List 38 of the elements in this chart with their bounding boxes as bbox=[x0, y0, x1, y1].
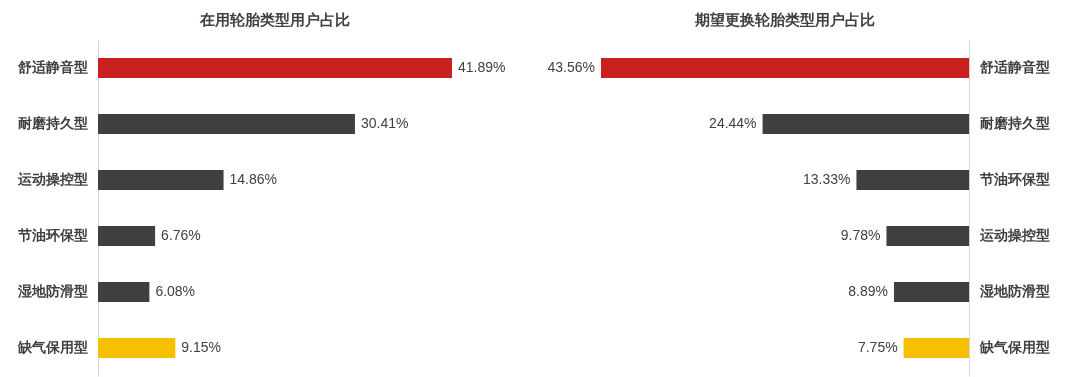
data-label: 6.08% bbox=[155, 283, 196, 299]
data-label: 6.76% bbox=[161, 227, 201, 243]
bar bbox=[98, 169, 224, 191]
bar bbox=[856, 169, 970, 191]
bar bbox=[98, 113, 355, 135]
bar bbox=[98, 337, 176, 359]
data-label: 9.78% bbox=[840, 227, 881, 243]
bar bbox=[893, 281, 970, 303]
bar bbox=[762, 113, 970, 135]
y-tick-label: 缺气保用型 bbox=[978, 339, 1050, 355]
data-label: 14.86% bbox=[229, 171, 277, 187]
y-tick-label: 舒适静音型 bbox=[978, 59, 1050, 75]
bar bbox=[98, 57, 452, 79]
y-tick-label: 湿地防滑型 bbox=[17, 283, 89, 299]
y-tick-label: 节油环保型 bbox=[17, 227, 89, 243]
y-tick-label: 舒适静音型 bbox=[17, 59, 89, 75]
bar bbox=[601, 57, 970, 79]
data-label: 43.56% bbox=[547, 59, 595, 75]
chart-title: 期望更换轮胎类型用户占比 bbox=[694, 11, 876, 28]
y-tick-label: 缺气保用型 bbox=[17, 339, 89, 355]
bar bbox=[98, 281, 150, 303]
data-label: 13.33% bbox=[803, 171, 851, 187]
chart-title: 在用轮胎类型用户占比 bbox=[198, 11, 350, 28]
y-tick-label: 湿地防滑型 bbox=[978, 283, 1050, 299]
bar bbox=[886, 225, 970, 247]
data-label: 41.89% bbox=[457, 59, 506, 75]
y-tick-label: 运动操控型 bbox=[978, 227, 1050, 243]
y-tick-label: 耐磨持久型 bbox=[18, 115, 89, 131]
y-tick-label: 耐磨持久型 bbox=[979, 115, 1050, 131]
data-label: 7.75% bbox=[857, 339, 898, 355]
data-label: 9.15% bbox=[181, 339, 221, 355]
data-label: 8.89% bbox=[848, 283, 888, 299]
y-tick-label: 节油环保型 bbox=[978, 171, 1050, 187]
bar bbox=[98, 225, 156, 247]
bar bbox=[903, 337, 970, 359]
data-label: 24.44% bbox=[709, 115, 757, 131]
y-tick-label: 运动操控型 bbox=[17, 171, 89, 187]
data-label: 30.41% bbox=[360, 115, 409, 131]
